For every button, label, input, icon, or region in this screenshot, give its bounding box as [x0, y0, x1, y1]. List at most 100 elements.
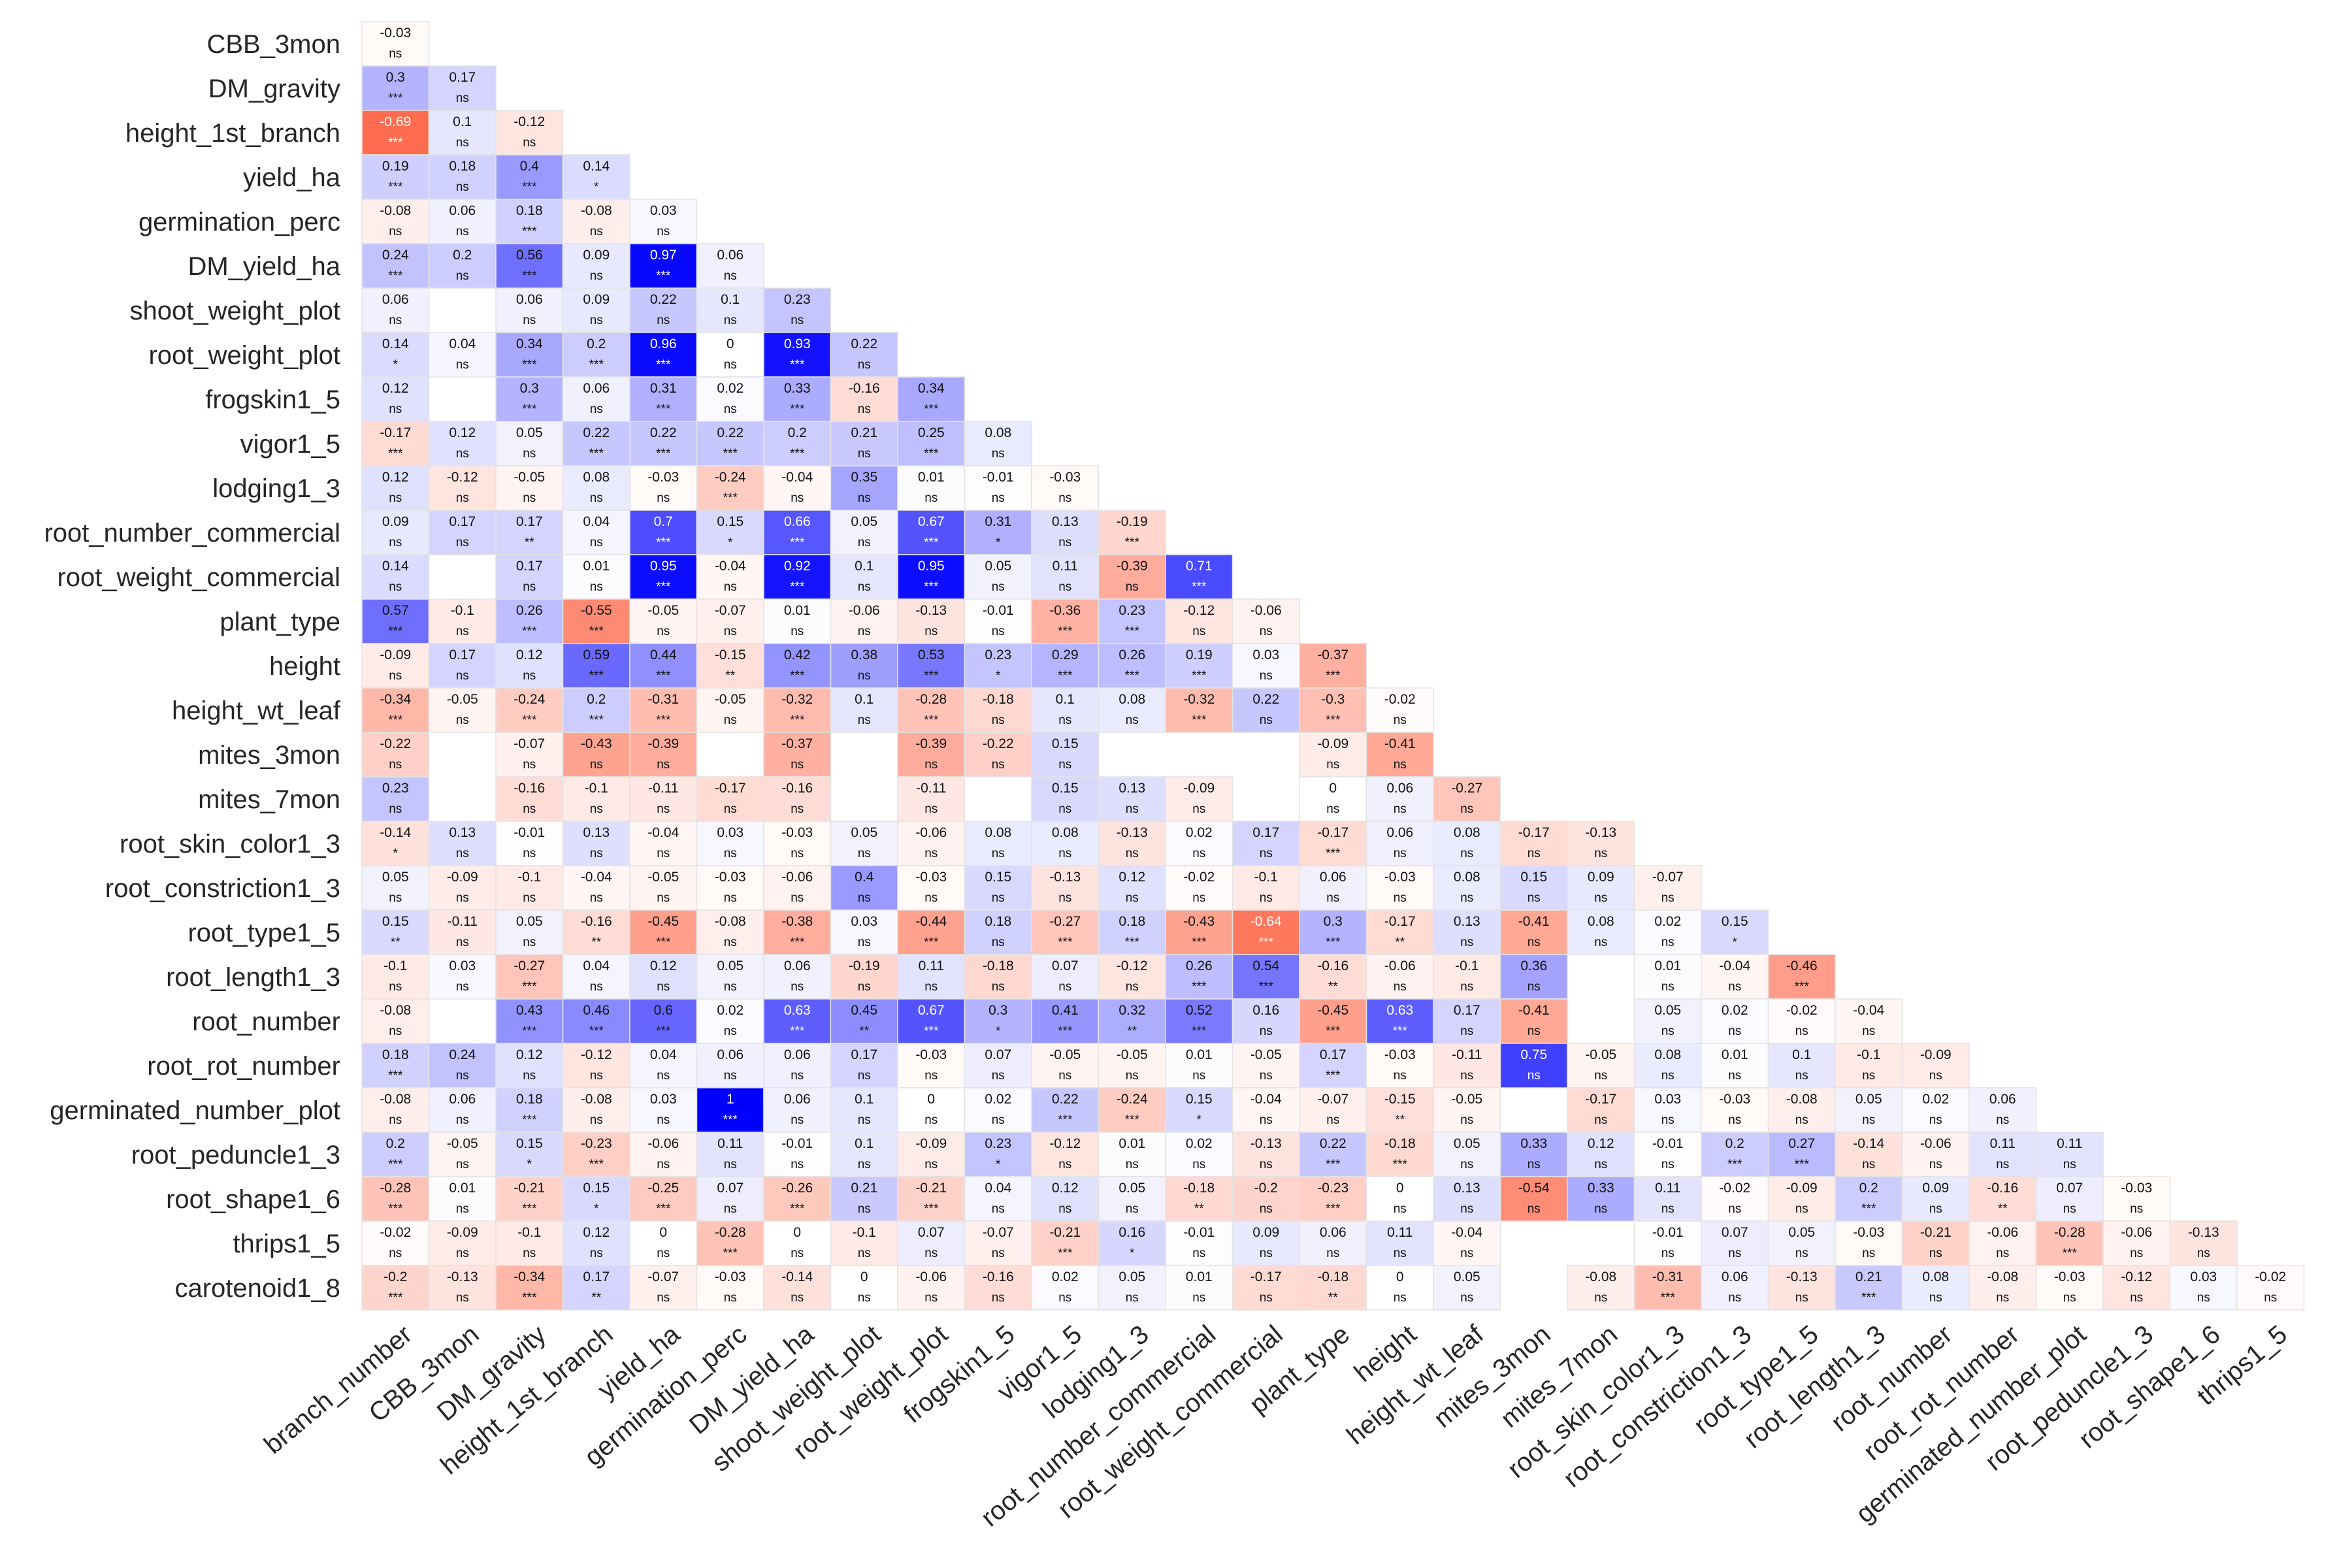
- cell-significance-label: ns: [1594, 1069, 1607, 1083]
- cell-significance-label: ns: [1929, 1158, 1942, 1171]
- cell-correlation-label: 0.11: [1387, 1225, 1413, 1240]
- cell-significance-label: ns: [992, 891, 1005, 905]
- cell-correlation-label: 0.3: [386, 70, 405, 85]
- cell-correlation-label: -0.43: [1183, 914, 1215, 929]
- cell-correlation-label: 0.63: [784, 1003, 811, 1018]
- cell-significance-label: ns: [992, 1202, 1005, 1216]
- cell-significance-label: ns: [1460, 891, 1473, 905]
- heatmap-cell: 0.54***: [1232, 954, 1300, 1000]
- heatmap-cell: -0.16**: [1968, 1176, 2037, 1222]
- cell-color: [1031, 732, 1100, 777]
- cell-correlation-label: -0.23: [581, 1136, 612, 1151]
- cell-correlation-label: 0.2: [788, 425, 807, 440]
- cell-color: [361, 776, 430, 822]
- cell-significance-label: ***: [1192, 669, 1207, 683]
- cell-color: [1968, 1220, 2037, 1266]
- heatmap-cell: 0.6***: [629, 998, 698, 1044]
- heatmap-cell: 0.4ns: [830, 865, 898, 911]
- cell-color: [897, 1220, 966, 1266]
- row-label-root-type1-5: root_type1_5: [188, 919, 340, 947]
- cell-correlation-label: 0.67: [918, 1003, 945, 1018]
- cell-significance-label: ns: [1260, 1158, 1273, 1171]
- cell-correlation-label: -0.32: [781, 692, 813, 707]
- cell-correlation-label: 0.05: [717, 958, 743, 973]
- cell-correlation-label: -0.15: [1384, 1092, 1416, 1107]
- cell-color: [1767, 1043, 1836, 1088]
- heatmap-cell: 0.24***: [361, 243, 430, 289]
- cell-significance-label: ns: [523, 1069, 536, 1083]
- cell-correlation-label: -0.03: [715, 870, 746, 885]
- cell-color: [1031, 1265, 1100, 1311]
- cell-color: [495, 1043, 564, 1088]
- cell-correlation-label: -0.1: [1857, 1047, 1880, 1062]
- cell-significance-label: ***: [790, 402, 805, 416]
- cell-color: [1098, 1265, 1166, 1311]
- cell-correlation-label: -0.64: [1250, 914, 1282, 929]
- cell-correlation-label: 0.75: [1520, 1047, 1547, 1062]
- cell-color: [562, 909, 630, 955]
- cell-correlation-label: 0.7: [654, 514, 673, 529]
- heatmap-cell: 0.25***: [897, 421, 966, 466]
- cell-color: [1365, 909, 1434, 955]
- heatmap-cell: 0.52***: [1165, 998, 1233, 1044]
- heatmap-cell: 0.71***: [1165, 554, 1233, 600]
- heatmap-cell: -0.28***: [2035, 1220, 2104, 1266]
- heatmap-cell: -0.1ns: [361, 954, 430, 1000]
- cell-color: [495, 1087, 564, 1133]
- cell-significance-label: ns: [858, 402, 871, 416]
- cell-correlation-label: -0.55: [581, 603, 612, 618]
- heatmap-cell: 0.18***: [1098, 909, 1166, 955]
- heatmap-cell: 0.53***: [897, 643, 966, 689]
- cell-significance-label: ns: [1728, 1069, 1741, 1083]
- cell-correlation-label: -0.41: [1518, 1003, 1550, 1018]
- cell-correlation-label: 0.07: [1052, 958, 1079, 973]
- cell-significance-label: ns: [456, 847, 469, 860]
- cell-significance-label: *: [393, 358, 399, 372]
- cell-correlation-label: -0.13: [915, 603, 947, 618]
- cell-correlation-label: 0.06: [1722, 1269, 1748, 1284]
- cell-significance-label: ns: [1058, 536, 1071, 549]
- heatmap-cell: -0.45***: [1299, 998, 1367, 1044]
- cell-color: [495, 732, 564, 777]
- heatmap-cell: 0.63***: [1365, 998, 1434, 1044]
- heatmap-cell: 0.22***: [1299, 1132, 1367, 1177]
- cell-significance-label: ns: [1126, 847, 1139, 860]
- cell-significance-label: ns: [2130, 1247, 2143, 1260]
- cell-correlation-label: 0.01: [784, 603, 811, 618]
- cell-significance-label: ns: [1929, 1069, 1942, 1083]
- heatmap-cell: -0.1ns: [495, 1220, 564, 1266]
- heatmap-cell: 0.59***: [562, 643, 630, 689]
- cell-significance-label: ***: [1192, 1024, 1207, 1038]
- cell-color: [1232, 687, 1300, 733]
- cell-significance-label: ***: [790, 669, 805, 683]
- row-label-root-skin-color1-3: root_skin_color1_3: [120, 830, 340, 858]
- cell-significance-label: ns: [456, 269, 469, 283]
- cell-correlation-label: 0.09: [1922, 1181, 1949, 1196]
- cell-correlation-label: 0.4: [520, 159, 540, 174]
- cell-correlation-label: 0.19: [1186, 647, 1213, 662]
- cell-significance-label: ns: [523, 314, 536, 327]
- heatmap-cell: 0.3***: [495, 376, 564, 422]
- cell-color: [830, 1043, 898, 1088]
- cell-color: [897, 1265, 966, 1311]
- cell-significance-label: ns: [1192, 847, 1205, 860]
- cell-significance-label: ns: [1527, 1024, 1541, 1038]
- cell-correlation-label: 0.92: [784, 559, 811, 574]
- cell-color: [696, 954, 764, 1000]
- heatmap-cell: 0.14*: [361, 332, 430, 378]
